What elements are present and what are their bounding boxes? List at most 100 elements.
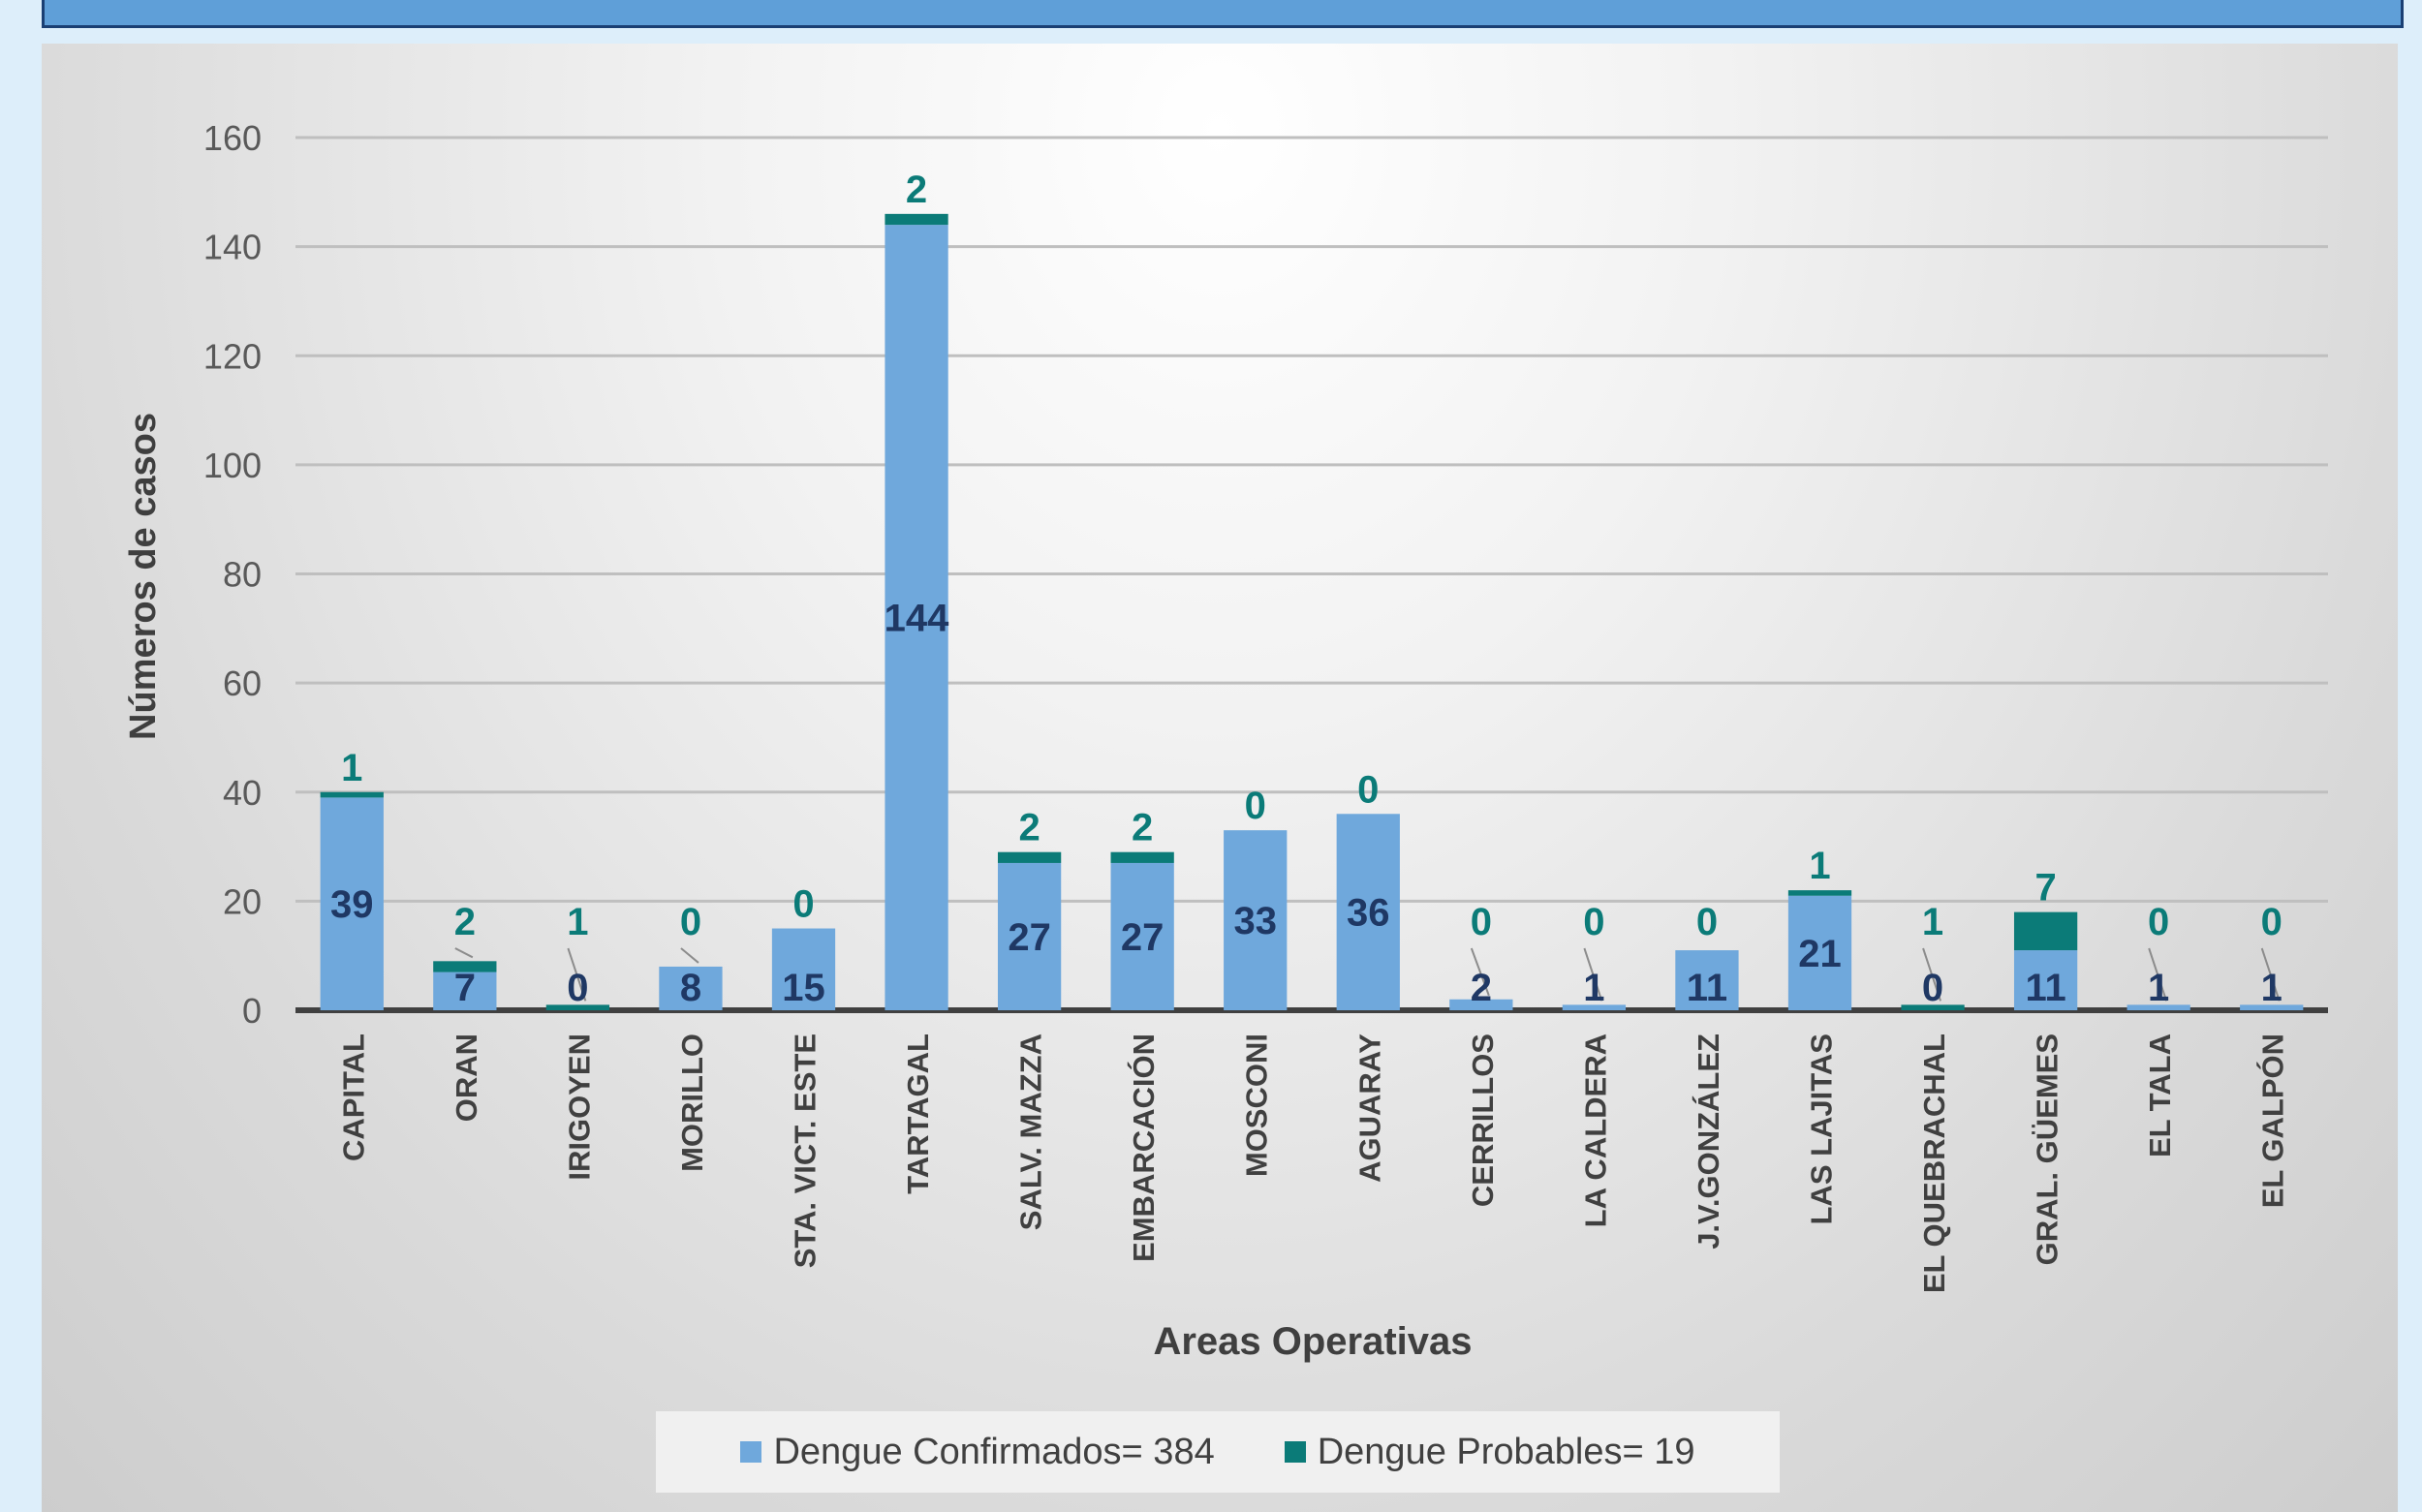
data-label-confirmados: 0: [1922, 967, 1943, 1009]
data-label-confirmados: 21: [1798, 933, 1842, 975]
data-label-probables: 0: [2148, 901, 2169, 943]
data-label-confirmados: 15: [782, 967, 825, 1009]
y-tick-label: 120: [203, 336, 262, 376]
data-label-confirmados: 144: [885, 598, 949, 640]
legend-item-probables: Dengue Probables= 19: [1284, 1432, 1695, 1473]
x-tick-labels: CAPITAL ORAN IRIGOYEN MORILLO STA. VICT. EST…: [336, 1034, 2289, 1293]
bar-confirmados: [771, 928, 836, 1010]
bar-confirmados: [2240, 1004, 2304, 1010]
data-label-probables: 1: [1922, 901, 1943, 943]
bar-confirmados: [997, 862, 1062, 1010]
data-label-confirmados: 27: [1008, 916, 1051, 959]
x-tick-label: SALV. MAZZA: [1014, 1034, 1048, 1230]
x-tick-label: STA. VICT. ESTE: [789, 1034, 823, 1268]
bar-confirmados: [1224, 830, 1288, 1010]
data-label-probables: 0: [792, 883, 814, 926]
y-tick-label: 60: [223, 663, 262, 703]
bar-confirmados: [659, 966, 723, 1010]
chart-panel: 39 1 7 2 0 1 8 0 15 0 144 2 27 2 27 2 33 0 36 0 2 0 1 0 11 0 21 1 0 1…: [42, 44, 2398, 1512]
bar-probables: [433, 961, 497, 972]
y-tick-label: 40: [223, 773, 262, 813]
x-tick-label: MORILLO: [675, 1034, 709, 1172]
data-label-probables: 0: [1245, 785, 1266, 827]
bar-probables: [1110, 851, 1174, 863]
leader-line: [454, 947, 474, 959]
x-tick-label: TARTAGAL: [901, 1034, 935, 1194]
y-tick-label: 100: [203, 446, 262, 485]
x-tick-label: EL GALPÓN: [2255, 1034, 2290, 1208]
x-tick-label: IRIGOYEN: [562, 1034, 596, 1181]
leader-line: [680, 947, 699, 964]
bar-confirmados: [1675, 950, 1739, 1010]
bar-confirmados: [1562, 1004, 1627, 1010]
data-label-confirmados: 1: [1583, 967, 1604, 1009]
data-labels: 3917201801501442272272330360201011021101…: [330, 169, 2282, 1009]
legend-swatch-probables: [1284, 1441, 1306, 1463]
data-label-probables: 2: [1132, 807, 1153, 849]
data-label-probables: 2: [454, 901, 476, 943]
bar-confirmados: [1787, 895, 1852, 1010]
x-tick-label: AGUARAY: [1352, 1034, 1386, 1183]
leader-line: [1583, 947, 1603, 1002]
bar-probables: [885, 213, 948, 226]
bar-confirmados: [1110, 862, 1174, 1010]
data-label-probables: 0: [1583, 901, 1604, 943]
x-tick-label: GRAL. GÜEMES: [2031, 1034, 2065, 1265]
data-label-probables: 0: [680, 901, 701, 943]
data-label-confirmados: 1: [2148, 967, 2169, 1009]
x-tick-label: LA CALDERA: [1578, 1034, 1612, 1227]
y-tick-label: 140: [203, 228, 262, 267]
x-tick-label: EL TALA: [2143, 1034, 2177, 1157]
leader-line: [2148, 947, 2168, 1002]
x-tick-label: J.V.GONZÁLEZ: [1692, 1034, 1725, 1250]
data-label-confirmados: 2: [1471, 967, 1492, 1009]
bar-confirmados: [885, 225, 948, 1011]
data-label-probables: 0: [1471, 901, 1492, 943]
gridlines: [295, 136, 2328, 1013]
data-label-probables: 1: [341, 747, 362, 789]
leader-line: [1470, 947, 1490, 997]
data-label-confirmados: 33: [1233, 900, 1277, 942]
bar-confirmados: [1336, 814, 1400, 1010]
y-tick-label: 160: [203, 118, 262, 158]
y-tick-label: 20: [223, 881, 262, 921]
y-tick-label: 0: [242, 991, 262, 1031]
header-bar: [42, 0, 2404, 28]
data-label-confirmados: 27: [1121, 916, 1164, 959]
x-tick-label: ORAN: [450, 1034, 483, 1122]
bar-probables: [997, 851, 1062, 863]
data-label-probables: 0: [1357, 768, 1379, 811]
x-tick-label: EMBARCACIÓN: [1126, 1034, 1161, 1262]
x-tick-label: EL QUEBRACHAL: [1917, 1034, 1951, 1293]
y-tick-label: 80: [223, 555, 262, 595]
chart-svg: 3917201801501442272272330360201011021101…: [123, 118, 2328, 1363]
data-label-probables: 2: [1018, 807, 1040, 849]
data-label-confirmados: 7: [454, 967, 476, 1009]
data-label-confirmados: 8: [680, 967, 701, 1009]
bar-probables: [1787, 890, 1852, 896]
data-label-probables: 2: [906, 169, 927, 211]
legend-item-confirmados: Dengue Confirmados= 384: [740, 1431, 1215, 1473]
bar-confirmados: [320, 797, 384, 1010]
leader-line: [1922, 947, 1942, 1002]
bars: [320, 213, 2304, 1011]
y-axis-title: Números de casos: [123, 413, 164, 740]
data-label-probables: 7: [2034, 867, 2056, 910]
data-label-confirmados: 11: [2025, 967, 2065, 1009]
legend-label-confirmados: Dengue Confirmados= 384: [773, 1431, 1215, 1472]
leader-lines: [454, 947, 2281, 1002]
x-tick-label: CERRILLOS: [1466, 1034, 1500, 1207]
bar-confirmados: [2127, 1004, 2190, 1010]
leader-line: [567, 947, 587, 1002]
x-tick-label: CAPITAL: [336, 1034, 370, 1161]
x-tick-label: LAS LAJITAS: [1805, 1034, 1839, 1225]
legend: Dengue Confirmados= 384 Dengue Probables…: [656, 1411, 1780, 1493]
data-label-confirmados: 36: [1347, 892, 1390, 935]
x-tick-label: MOSCONI: [1240, 1034, 1274, 1177]
data-label-confirmados: 11: [1687, 967, 1727, 1009]
legend-swatch-confirmados: [740, 1441, 762, 1463]
data-label-confirmados: 0: [567, 967, 588, 1009]
bar-confirmados: [433, 972, 497, 1010]
bar-probables: [1901, 1004, 1965, 1010]
data-label-probables: 0: [1696, 901, 1718, 943]
